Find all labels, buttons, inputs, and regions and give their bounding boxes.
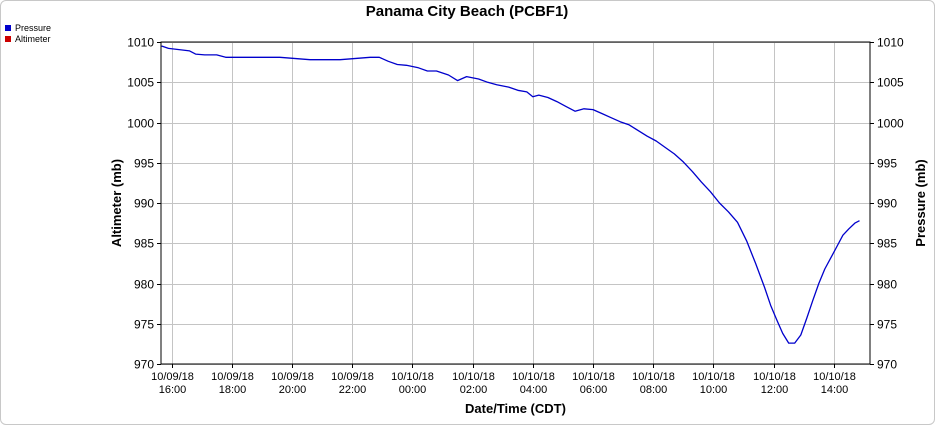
x-tick-label-time: 14:00	[821, 384, 849, 396]
y-tick-label-right: 980	[877, 278, 897, 292]
series-layer	[161, 45, 860, 344]
legend-swatch-altimeter	[5, 36, 11, 42]
y-tick-label-right: 1010	[877, 36, 904, 50]
y-tick-label-left: 975	[134, 318, 154, 332]
y-tick-label-right: 985	[877, 237, 897, 251]
x-tick-label-date: 10/10/18	[391, 371, 434, 383]
y-tick-label-right: 1000	[877, 117, 904, 131]
y-tick-label-right: 975	[877, 318, 897, 332]
x-tick-label-date: 10/09/18	[211, 371, 254, 383]
x-tick-label-time: 16:00	[159, 384, 187, 396]
x-tick-label-time: 02:00	[460, 384, 488, 396]
x-tick-label-date: 10/10/18	[452, 371, 495, 383]
x-tick-label-date: 10/10/18	[813, 371, 856, 383]
legend-swatch-pressure	[5, 25, 11, 31]
chart-title: Panama City Beach (PCBF1)	[366, 3, 569, 20]
x-tick-label-date: 10/10/18	[572, 371, 615, 383]
left-y-axis-label: Altimeter (mb)	[109, 159, 124, 247]
y-tick-label-left: 1000	[127, 117, 154, 131]
x-tick-label-time: 22:00	[339, 384, 367, 396]
x-tick-label-date: 10/09/18	[151, 371, 194, 383]
y-tick-label-left: 990	[134, 197, 154, 211]
legend-label-altimeter: Altimeter	[15, 34, 51, 44]
x-tick-label-time: 04:00	[520, 384, 548, 396]
x-tick-label-date: 10/10/18	[632, 371, 675, 383]
legend-label-pressure: Pressure	[15, 23, 51, 33]
y-tick-label-left: 970	[134, 358, 154, 372]
y-tick-label-left: 1005	[127, 76, 154, 90]
y-tick-label-right: 970	[877, 358, 897, 372]
y-tick-label-left: 985	[134, 237, 154, 251]
y-tick-label-left: 995	[134, 157, 154, 171]
x-axis-label: Date/Time (CDT)	[465, 401, 566, 416]
x-tick-label-time: 12:00	[761, 384, 789, 396]
y-tick-label-left: 1010	[127, 36, 154, 50]
x-tick-label-time: 18:00	[219, 384, 247, 396]
series-line-pressure	[161, 45, 860, 344]
x-tick-label-date: 10/10/18	[692, 371, 735, 383]
x-tick-label-date: 10/10/18	[753, 371, 796, 383]
x-tick-label-time: 00:00	[399, 384, 427, 396]
x-tick-label-time: 06:00	[580, 384, 608, 396]
tick-labels: 1010 1010 1005 1005 1000 1000 995 995 990 990 985 9…	[127, 36, 904, 397]
legend: Pressure Altimeter	[5, 23, 51, 44]
y-tick-label-right: 990	[877, 197, 897, 211]
y-tick-label-left: 980	[134, 278, 154, 292]
y-tick-label-right: 995	[877, 157, 897, 171]
grid-lines	[161, 42, 870, 365]
x-tick-label-time: 10:00	[700, 384, 728, 396]
x-tick-label-date: 10/09/18	[271, 371, 314, 383]
x-tick-label-date: 10/09/18	[331, 371, 374, 383]
x-tick-label-time: 08:00	[640, 384, 668, 396]
y-tick-label-right: 1005	[877, 76, 904, 90]
x-tick-label-date: 10/10/18	[512, 371, 555, 383]
right-y-axis-label: Pressure (mb)	[913, 159, 928, 246]
x-tick-label-time: 20:00	[279, 384, 307, 396]
